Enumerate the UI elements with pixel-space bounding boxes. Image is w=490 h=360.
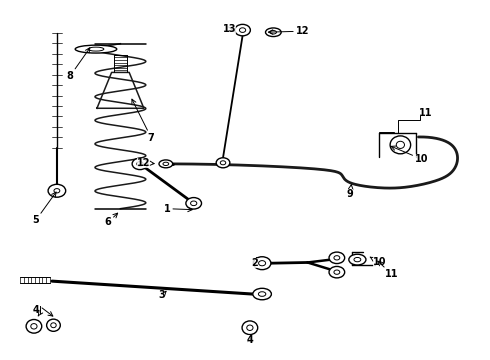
Circle shape [132, 158, 148, 170]
Circle shape [259, 261, 266, 266]
Circle shape [186, 198, 201, 209]
Circle shape [137, 162, 143, 166]
Text: 5: 5 [32, 192, 56, 225]
Text: 7: 7 [132, 99, 154, 143]
Ellipse shape [75, 45, 117, 53]
Ellipse shape [163, 162, 169, 166]
Circle shape [220, 161, 226, 165]
Circle shape [54, 189, 60, 193]
Ellipse shape [47, 319, 60, 331]
Text: 12: 12 [269, 26, 309, 36]
Text: 8: 8 [67, 48, 90, 81]
Ellipse shape [270, 31, 276, 34]
Text: 10: 10 [370, 257, 386, 267]
Ellipse shape [51, 323, 56, 328]
Ellipse shape [88, 47, 104, 51]
Text: 6: 6 [105, 213, 118, 227]
Ellipse shape [266, 28, 281, 37]
Ellipse shape [242, 321, 258, 334]
Text: 1: 1 [164, 204, 192, 214]
Text: 10: 10 [391, 146, 429, 164]
Circle shape [334, 270, 340, 274]
Text: 11: 11 [418, 108, 432, 118]
Ellipse shape [247, 325, 253, 330]
Circle shape [240, 28, 245, 32]
Text: 4: 4 [32, 305, 39, 315]
Ellipse shape [31, 324, 37, 329]
Ellipse shape [258, 292, 266, 296]
Ellipse shape [396, 141, 404, 148]
Text: 4: 4 [246, 334, 253, 345]
Circle shape [329, 252, 344, 264]
Circle shape [191, 201, 197, 206]
Ellipse shape [349, 254, 366, 265]
Text: 12: 12 [137, 158, 154, 168]
Ellipse shape [26, 319, 42, 333]
Circle shape [235, 24, 250, 36]
Circle shape [48, 184, 66, 197]
Ellipse shape [354, 257, 361, 262]
Circle shape [216, 158, 230, 168]
Text: 2: 2 [251, 258, 258, 268]
Text: 3: 3 [159, 291, 166, 301]
Ellipse shape [390, 136, 411, 154]
Text: 13: 13 [222, 24, 236, 35]
Ellipse shape [159, 160, 172, 168]
Circle shape [253, 257, 271, 270]
Text: 9: 9 [347, 185, 353, 199]
Ellipse shape [253, 288, 271, 300]
Text: 11: 11 [378, 261, 398, 279]
Circle shape [329, 266, 344, 278]
Circle shape [334, 256, 340, 260]
